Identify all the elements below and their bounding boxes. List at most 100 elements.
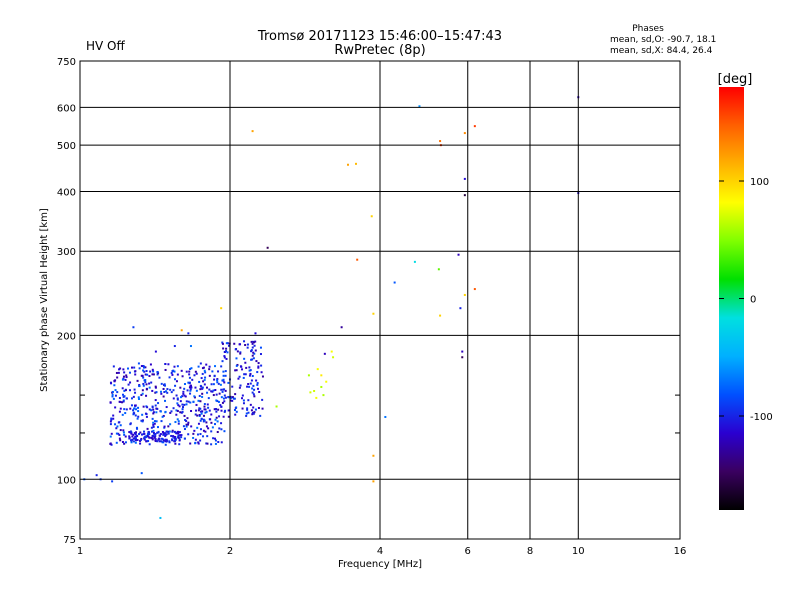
data-point xyxy=(127,383,130,386)
data-point xyxy=(212,437,215,440)
data-point xyxy=(114,423,117,426)
data-point xyxy=(179,386,182,389)
data-point xyxy=(181,395,184,398)
data-point xyxy=(109,442,112,445)
data-point xyxy=(185,400,188,403)
data-point xyxy=(206,435,209,438)
data-point xyxy=(205,421,208,424)
data-point xyxy=(170,371,173,374)
phase-stats-o: mean, sd,O: -90.7, 18.1 xyxy=(610,35,716,45)
data-point xyxy=(211,426,214,429)
data-point xyxy=(203,405,206,408)
data-point xyxy=(177,436,180,439)
data-point xyxy=(249,403,252,406)
data-point xyxy=(213,437,216,440)
data-point xyxy=(152,429,155,432)
chart-title-line1: Tromsø 20171123 15:46:00–15:47:43 xyxy=(257,29,502,44)
data-point xyxy=(198,380,201,383)
x-axis-ticks: 1 2 4 6 8 10 16 xyxy=(77,546,687,557)
data-point xyxy=(244,361,247,364)
data-point xyxy=(131,435,134,438)
data-point xyxy=(213,378,216,381)
data-point xyxy=(151,389,154,392)
data-point xyxy=(194,370,197,373)
data-point xyxy=(179,411,182,414)
data-point xyxy=(194,442,197,445)
data-point xyxy=(208,388,211,391)
data-point xyxy=(233,408,236,411)
data-point xyxy=(177,422,180,425)
data-point xyxy=(173,365,176,368)
data-point xyxy=(128,431,131,434)
data-point xyxy=(204,430,207,433)
data-point xyxy=(141,419,144,422)
data-point xyxy=(110,418,113,421)
data-point xyxy=(204,371,207,374)
data-point xyxy=(134,441,137,444)
data-point xyxy=(205,442,208,445)
data-point xyxy=(180,369,183,372)
colorbar-ticks: -100 0 100 xyxy=(719,177,773,423)
data-point xyxy=(252,412,255,415)
data-point xyxy=(202,429,205,432)
data-point xyxy=(117,432,120,435)
data-point xyxy=(138,385,141,388)
data-point xyxy=(194,438,197,441)
data-point xyxy=(164,440,167,443)
data-point xyxy=(168,376,171,379)
data-point xyxy=(187,400,190,403)
data-point xyxy=(212,383,215,386)
data-point xyxy=(113,384,116,387)
data-point xyxy=(136,379,139,382)
data-point xyxy=(235,357,238,360)
data-point xyxy=(136,427,139,430)
data-point xyxy=(215,393,218,396)
data-point xyxy=(140,433,143,436)
data-point xyxy=(212,389,215,392)
data-point xyxy=(147,439,150,442)
grid xyxy=(80,61,680,539)
data-point xyxy=(166,388,169,391)
data-point xyxy=(130,441,133,444)
data-point xyxy=(316,368,319,371)
data-point xyxy=(199,439,202,442)
data-point xyxy=(164,399,167,402)
data-point xyxy=(220,441,223,444)
data-point xyxy=(141,389,144,392)
data-point xyxy=(243,340,246,343)
data-point xyxy=(208,365,211,368)
data-point xyxy=(143,370,146,373)
data-point xyxy=(176,409,179,412)
data-point xyxy=(195,403,198,406)
data-point xyxy=(150,436,153,439)
data-point xyxy=(181,403,184,406)
data-point xyxy=(174,421,177,424)
data-point xyxy=(154,350,157,353)
data-point xyxy=(258,390,261,393)
data-point xyxy=(123,442,126,445)
data-point xyxy=(173,370,176,373)
data-point xyxy=(176,373,179,376)
data-point xyxy=(125,408,128,411)
data-point xyxy=(194,413,197,416)
x-tick-label: 16 xyxy=(674,546,687,557)
data-point xyxy=(250,379,253,382)
data-point xyxy=(213,374,216,377)
data-point xyxy=(206,391,209,394)
data-point xyxy=(248,374,251,377)
data-point xyxy=(153,422,156,425)
data-point xyxy=(252,393,255,396)
data-point xyxy=(231,385,234,388)
data-point xyxy=(251,358,254,361)
data-point xyxy=(224,389,227,392)
data-point xyxy=(200,410,203,413)
data-point xyxy=(151,368,154,371)
data-point xyxy=(226,351,229,354)
data-point xyxy=(152,373,155,376)
data-point xyxy=(118,397,121,400)
data-point xyxy=(134,370,137,373)
data-point xyxy=(241,407,244,410)
data-point xyxy=(169,423,172,426)
data-point xyxy=(234,348,237,351)
